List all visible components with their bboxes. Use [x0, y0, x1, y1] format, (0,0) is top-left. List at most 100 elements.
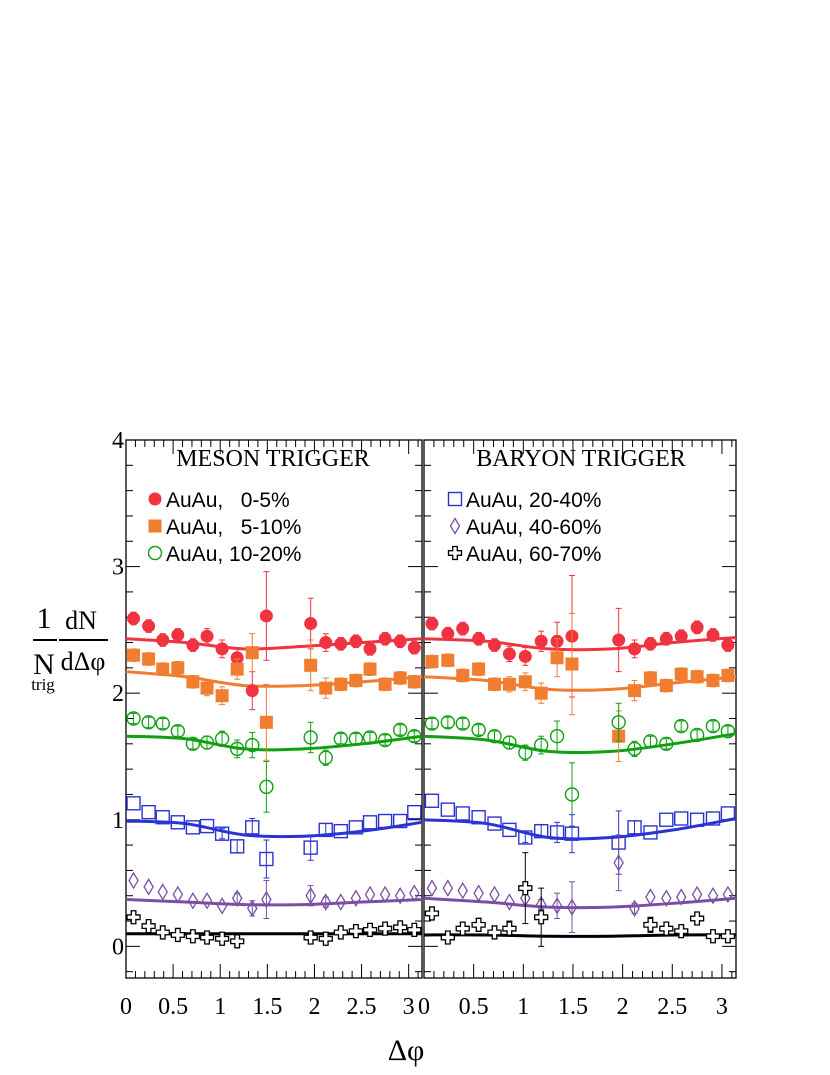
- data-point: [674, 811, 689, 826]
- data-point: [333, 731, 349, 746]
- data-point: [392, 722, 408, 738]
- data-point: [334, 677, 348, 691]
- data-point: [645, 888, 656, 906]
- data-point: [199, 818, 215, 834]
- data-point: [455, 806, 470, 821]
- data-point: [659, 921, 674, 936]
- data-point: [643, 917, 658, 932]
- data-point: [407, 729, 422, 744]
- data-point: [502, 822, 517, 838]
- data-point: [455, 921, 470, 936]
- data-point: [127, 611, 141, 625]
- data-point: [690, 670, 704, 684]
- data-point: [440, 802, 456, 817]
- data-point: [533, 823, 549, 839]
- data-point: [471, 810, 486, 825]
- y-tick-label: 2: [112, 681, 124, 707]
- data-point: [394, 886, 406, 905]
- data-point: [171, 661, 185, 675]
- data-point: [550, 651, 564, 665]
- data-point: [407, 922, 422, 938]
- data-point: [441, 653, 455, 667]
- data-point: [348, 924, 364, 939]
- data-point: [186, 638, 200, 652]
- data-point: [674, 718, 689, 734]
- data-point: [362, 815, 378, 830]
- data-point: [706, 674, 720, 688]
- data-point: [407, 641, 421, 655]
- data-point: [170, 927, 185, 943]
- data-point: [424, 793, 440, 808]
- data-point: [613, 854, 624, 872]
- data-point: [564, 826, 580, 841]
- data-point: [488, 638, 502, 652]
- data-point: [551, 897, 563, 915]
- data-point: [487, 729, 502, 744]
- data-point: [199, 930, 215, 945]
- baryon-legend: AuAu, 20-40% AuAu, 40-60% AuAu, 60-70%: [447, 489, 601, 566]
- data-point: [518, 745, 533, 760]
- data-point: [333, 823, 349, 839]
- data-point: [707, 886, 719, 905]
- data-point: [674, 924, 689, 939]
- data-point: [334, 637, 348, 651]
- data-point: [259, 779, 274, 795]
- data-point: [722, 885, 734, 904]
- data-point: [215, 689, 229, 703]
- legend-marker: [449, 517, 461, 535]
- y-tick-label: 4: [112, 428, 124, 454]
- data-point: [643, 637, 657, 651]
- data-point: [143, 878, 154, 896]
- data-point: [349, 674, 363, 688]
- data-point: [245, 820, 260, 835]
- data-point: [502, 735, 517, 750]
- data-point: [141, 715, 156, 730]
- data-point: [721, 668, 735, 682]
- data-point: [377, 921, 393, 936]
- data-point: [564, 787, 580, 802]
- data-point: [185, 929, 201, 944]
- x-tick-label: 2.5: [347, 994, 377, 1020]
- data-point: [229, 839, 245, 854]
- data-point: [457, 881, 468, 900]
- data-point: [534, 634, 548, 648]
- y-tick-label: 1: [112, 808, 124, 834]
- data-point: [245, 646, 259, 660]
- data-point: [319, 636, 333, 650]
- data-point: [691, 885, 703, 904]
- x-tick-label: 0: [418, 994, 430, 1020]
- data-point: [348, 820, 364, 835]
- data-point: [318, 822, 333, 838]
- data-point: [259, 609, 273, 623]
- data-point: [393, 671, 407, 685]
- data-point: [628, 684, 642, 698]
- data-point: [231, 889, 243, 908]
- data-point: [348, 731, 364, 746]
- data-point: [155, 925, 170, 940]
- data-point: [549, 825, 565, 840]
- data-point: [456, 668, 470, 682]
- legend-marker: [447, 545, 463, 561]
- data-point: [502, 677, 516, 691]
- meson-trigger-panel: 0 0.5 1 1.5 2 2.5 3 0 1 2 3 4: [112, 428, 423, 1020]
- data-point: [363, 642, 377, 656]
- data-point: [215, 642, 229, 656]
- data-point: [471, 722, 486, 738]
- y-title-dN: dN: [65, 606, 97, 635]
- data-point: [612, 633, 626, 647]
- data-point: [643, 734, 658, 749]
- y-axis-title: 1 N trig dN dΔφ: [31, 602, 108, 694]
- data-point: [362, 730, 378, 745]
- data-point: [440, 715, 456, 730]
- data-point: [441, 627, 455, 641]
- plot-frame: [423, 439, 737, 979]
- data-point: [377, 732, 393, 748]
- legend-label: AuAu, 10-20%: [166, 543, 301, 566]
- data-point: [304, 617, 318, 631]
- data-point: [141, 804, 156, 820]
- x-tick-label: 2: [617, 994, 629, 1020]
- fit-curve: [423, 732, 737, 755]
- y-tick-label: 3: [112, 555, 124, 581]
- data-point: [689, 812, 705, 827]
- data-point: [424, 906, 440, 921]
